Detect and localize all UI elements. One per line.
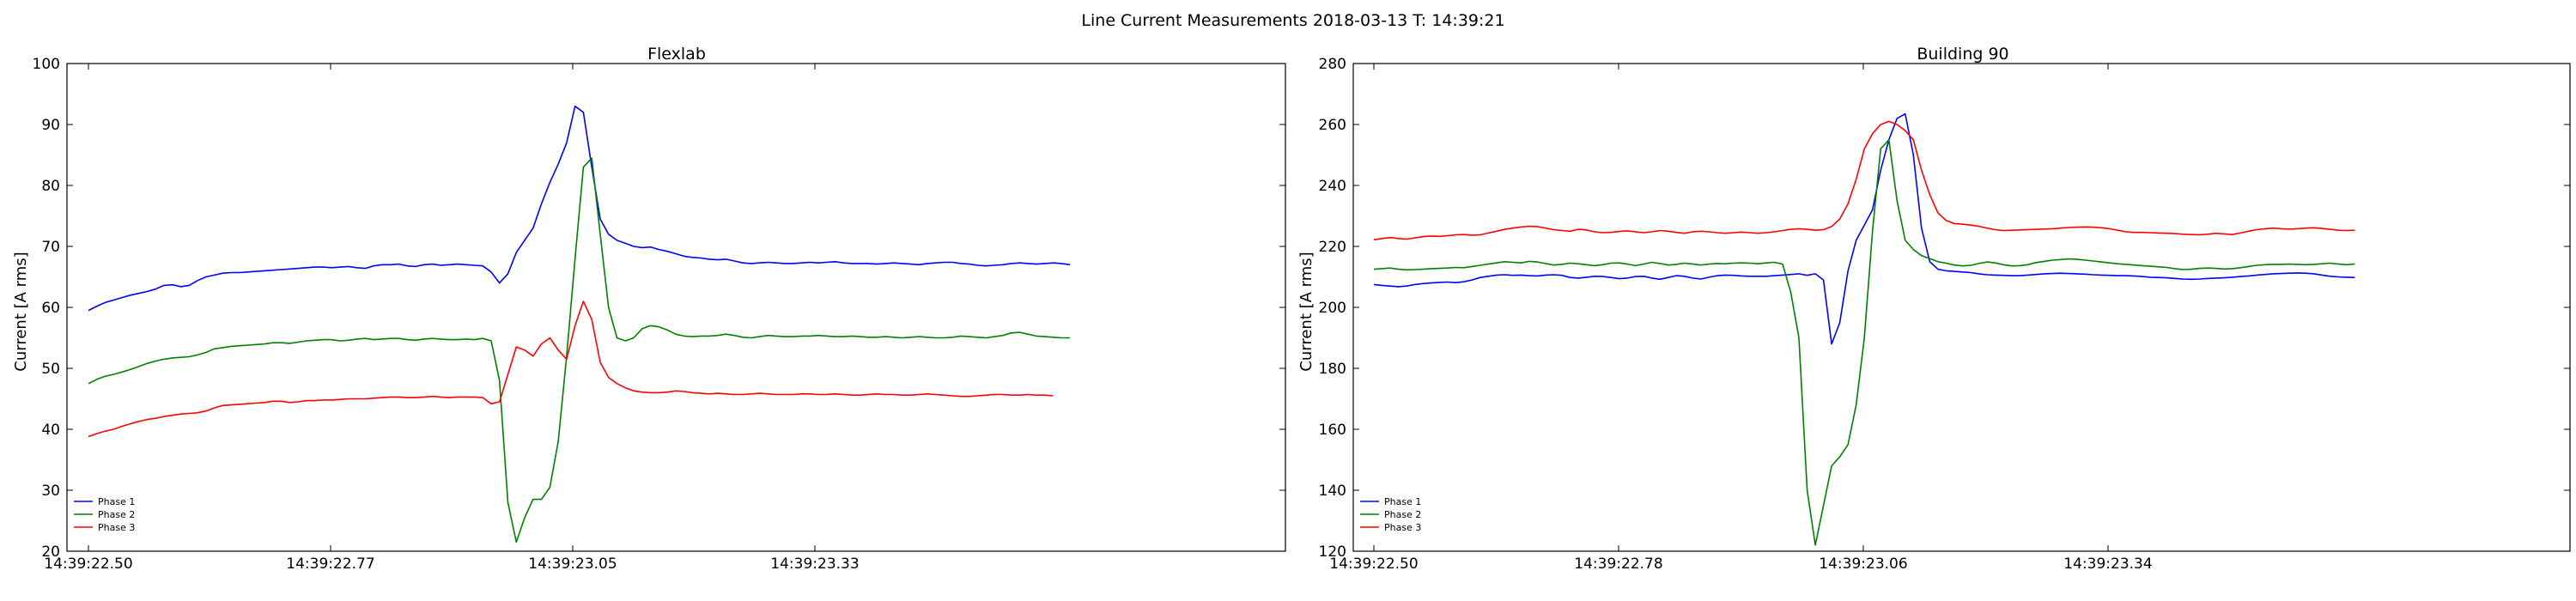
y-tick-label: 260 [1319, 117, 1346, 134]
y-axis-label: Current [A rms] [1297, 252, 1315, 371]
series-line-phase-1 [1373, 112, 2355, 345]
y-axis-label: Current [A rms] [12, 252, 30, 371]
y-tick-label: 240 [1319, 178, 1346, 195]
legend-label: Phase 1 [98, 496, 135, 507]
legend-label: Phase 1 [1384, 496, 1421, 507]
y-tick-label: 180 [1319, 361, 1346, 378]
y-tick-label: 90 [41, 117, 60, 134]
y-tick-label: 80 [41, 178, 60, 195]
chart-flexlab: Flexlab Current [A rms] 20 30 40 50 60 70 80 90… [12, 45, 1286, 573]
x-tick-label: 14:39:22.50 [1329, 555, 1418, 573]
y-tick-label: 220 [1319, 239, 1346, 256]
y-tick-label: 60 [41, 300, 60, 317]
axes-frame [1352, 63, 2571, 552]
x-tick-label: 14:39:22.50 [44, 555, 132, 573]
series-line-phase-1 [88, 105, 1071, 312]
series-line-phase-3 [88, 300, 1054, 438]
figure-suptitle: Line Current Measurements 2018-03-13 T: … [1081, 11, 1504, 30]
chart-title: Flexlab [647, 45, 706, 64]
y-tick-label: 280 [1319, 56, 1346, 73]
y-tick-label: 200 [1319, 300, 1346, 317]
legend-label: Phase 3 [98, 522, 135, 533]
series-line-phase-2 [1373, 139, 2355, 546]
y-tick-label: 70 [41, 239, 60, 256]
y-tick-label: 160 [1319, 422, 1346, 439]
y-tick-label: 100 [33, 56, 60, 73]
y-tick-label: 140 [1319, 483, 1346, 500]
legend-label: Phase 2 [1384, 509, 1421, 520]
x-tick-label: 14:39:23.06 [1819, 555, 1907, 573]
plot-area: 20 30 40 50 60 70 80 90 100 14:39:22.50 14:39:22.7… [33, 56, 1286, 573]
y-tick-label: 120 [1319, 543, 1346, 561]
y-tick-label: 50 [41, 361, 60, 378]
x-tick-label: 14:39:23.33 [770, 555, 859, 573]
y-tick-label: 30 [41, 483, 60, 500]
plot-area: 120 140 160 180 200 220 240 260 280 14:39:22.50 14… [1319, 56, 2571, 573]
chart-building-90: Building 90 Current [A rms] 120 140 160 180… [1297, 45, 2571, 573]
x-tick-label: 14:39:23.05 [528, 555, 617, 573]
x-tick-label: 14:39:22.77 [286, 555, 374, 573]
legend-label: Phase 3 [1384, 522, 1421, 533]
series-line-phase-2 [88, 157, 1071, 543]
x-tick-label: 14:39:22.78 [1574, 555, 1662, 573]
axes-frame [66, 63, 1286, 552]
y-tick-label: 20 [41, 543, 60, 561]
legend-label: Phase 2 [98, 509, 135, 520]
chart-title: Building 90 [1917, 45, 2008, 64]
y-tick-label: 40 [41, 422, 60, 439]
x-tick-label: 14:39:23.34 [2063, 555, 2152, 573]
series-line-phase-3 [1373, 120, 2355, 240]
